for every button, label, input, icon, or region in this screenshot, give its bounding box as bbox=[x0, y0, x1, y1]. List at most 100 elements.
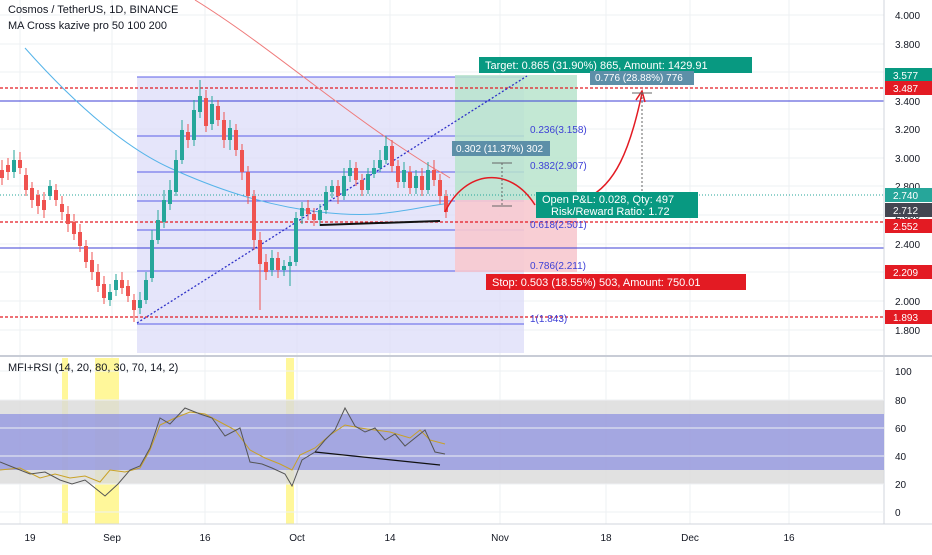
candle-body bbox=[306, 208, 310, 214]
time-axis-label: 16 bbox=[783, 533, 795, 544]
candle-body bbox=[162, 200, 166, 222]
support-line bbox=[319, 220, 441, 226]
open-pl-callout-bg[interactable] bbox=[536, 192, 698, 218]
candle-body bbox=[42, 200, 46, 210]
candle-body bbox=[48, 186, 52, 196]
target-callout: Target: 0.865 (31.90%) 865, Amount: 1429… bbox=[485, 60, 708, 72]
ma-line-red bbox=[194, 0, 451, 179]
candle-body bbox=[252, 196, 256, 240]
price-badge-label: 2.712 bbox=[893, 206, 918, 217]
candle-body bbox=[216, 106, 220, 120]
oscillator-line-gray bbox=[0, 406, 446, 497]
candle-body bbox=[378, 160, 382, 168]
trend-line bbox=[136, 75, 528, 324]
fib-label-0236: 0.236(3.158) bbox=[530, 125, 587, 136]
time-axis-label: 18 bbox=[600, 533, 612, 544]
candlestick-series[interactable] bbox=[0, 80, 448, 322]
oscillator-tick-label: 80 bbox=[895, 396, 907, 407]
candle-body bbox=[84, 246, 88, 262]
candle-body bbox=[312, 214, 316, 220]
fib-label-0618: 0.618(2.501) bbox=[530, 220, 587, 231]
candle-body bbox=[288, 262, 292, 266]
oscillator-inner-band bbox=[0, 414, 884, 470]
stop-callout-bg[interactable] bbox=[486, 274, 746, 290]
time-axis-label: Oct bbox=[289, 533, 305, 544]
candle-body bbox=[54, 190, 58, 200]
candle-body bbox=[198, 96, 202, 112]
oscillator-tick-label: 20 bbox=[895, 480, 907, 491]
price-badge-bg bbox=[885, 219, 932, 233]
time-axis-label: Sep bbox=[103, 533, 121, 544]
candle-body bbox=[138, 300, 142, 308]
price-badge-label: 3.487 bbox=[893, 84, 918, 95]
horizontal-levels bbox=[0, 87, 884, 318]
price-badge-label: 2.209 bbox=[893, 268, 918, 279]
candle-body bbox=[150, 240, 154, 278]
candle-body bbox=[264, 262, 268, 272]
candle-body bbox=[12, 160, 16, 172]
measure-1-label-bg[interactable] bbox=[452, 141, 550, 156]
time-axis-labels: 19 Sep 16 Oct 14 Nov 18 Dec 16 bbox=[24, 533, 795, 544]
price-badge-bg bbox=[885, 203, 932, 217]
ma-line-blue bbox=[24, 47, 451, 216]
candle-body bbox=[342, 176, 346, 196]
time-axis-label: 19 bbox=[24, 533, 36, 544]
candle-body bbox=[246, 172, 250, 196]
candle-body bbox=[192, 110, 196, 140]
oscillator-tick-label: 60 bbox=[895, 424, 907, 435]
measure-marker-2 bbox=[632, 92, 652, 198]
candle-body bbox=[360, 180, 364, 190]
measure-2-label: 0.776 (28.88%) 776 bbox=[595, 73, 683, 84]
price-badge-label: 1.893 bbox=[893, 313, 918, 324]
candle-body bbox=[420, 176, 424, 190]
candle-body bbox=[444, 196, 448, 212]
candle-body bbox=[114, 280, 118, 290]
measure-marker-1 bbox=[492, 162, 512, 207]
profit-zone[interactable] bbox=[455, 75, 577, 200]
candle-body bbox=[336, 186, 340, 196]
price-tick-label: 3.200 bbox=[895, 125, 920, 136]
open-pl-callout: Open P&L: 0.028, Qty: 497 bbox=[542, 194, 674, 206]
fib-label-0382: 0.382(2.907) bbox=[530, 161, 587, 172]
time-axis-label: 14 bbox=[384, 533, 396, 544]
candle-body bbox=[402, 170, 406, 182]
price-axis-badges: 3.577 3.487 2.740 2.712 2.552 2.209 1.893 bbox=[885, 68, 932, 324]
candle-body bbox=[384, 146, 388, 160]
candle-body bbox=[228, 128, 232, 140]
fib-label-0786: 0.786(2.211) bbox=[530, 261, 586, 272]
price-badge-bg bbox=[885, 81, 932, 95]
oscillator-tick-label: 100 bbox=[895, 367, 912, 378]
candle-body bbox=[240, 150, 244, 172]
candle-body bbox=[438, 180, 442, 196]
candle-body bbox=[180, 130, 184, 160]
candle-body bbox=[36, 195, 40, 206]
candle-body bbox=[186, 132, 190, 140]
candle-body bbox=[276, 258, 280, 270]
candle-body bbox=[72, 222, 76, 234]
measure-2-label-bg[interactable] bbox=[590, 71, 694, 85]
price-axis[interactable] bbox=[884, 0, 932, 356]
price-badge-bg bbox=[885, 188, 932, 202]
stop-callout: Stop: 0.503 (18.55%) 503, Amount: 750.01 bbox=[492, 277, 701, 289]
candle-body bbox=[78, 232, 82, 246]
measure-1-label: 0.302 (11.37%) 302 bbox=[456, 144, 544, 155]
time-axis[interactable] bbox=[0, 524, 932, 550]
candle-body bbox=[30, 188, 34, 200]
candle-body bbox=[0, 170, 4, 178]
candle-body bbox=[6, 165, 10, 172]
price-badge-bg bbox=[885, 265, 932, 279]
candle-body bbox=[96, 272, 100, 286]
candle-body bbox=[102, 284, 106, 298]
price-tick-label: 2.400 bbox=[895, 240, 920, 251]
candle-body bbox=[390, 146, 394, 166]
price-badge-label: 2.552 bbox=[893, 222, 918, 233]
candle-body bbox=[366, 174, 370, 190]
candle-body bbox=[18, 160, 22, 168]
price-badge-label: 3.577 bbox=[893, 71, 918, 82]
candle-body bbox=[294, 218, 298, 262]
target-callout-bg[interactable] bbox=[479, 57, 752, 73]
candle-body bbox=[348, 168, 352, 176]
oscillator-axis-ticks: 100 80 60 40 20 0 bbox=[895, 367, 912, 519]
